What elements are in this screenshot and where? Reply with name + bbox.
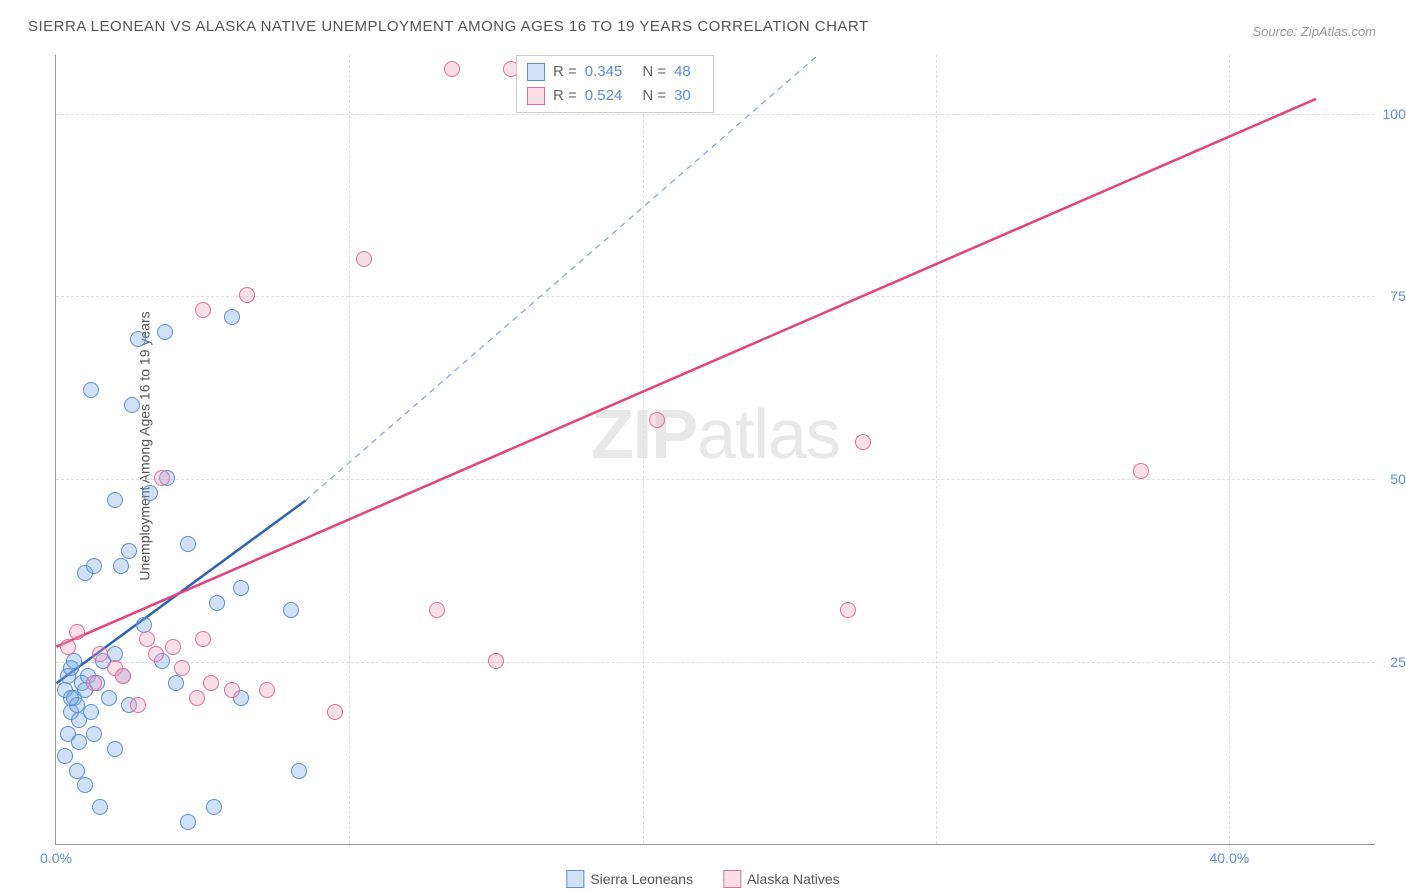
data-point xyxy=(92,646,108,662)
chart-title: SIERRA LEONEAN VS ALASKA NATIVE UNEMPLOY… xyxy=(28,18,869,35)
gridline-vertical xyxy=(349,55,350,844)
data-point xyxy=(57,748,73,764)
data-point xyxy=(649,412,665,428)
data-point xyxy=(180,536,196,552)
gridline-vertical xyxy=(936,55,937,844)
x-tick-label: 40.0% xyxy=(1209,850,1249,866)
legend-swatch xyxy=(527,87,545,105)
data-point xyxy=(259,682,275,698)
source-attribution: Source: ZipAtlas.com xyxy=(1252,24,1376,39)
data-point xyxy=(113,558,129,574)
data-point xyxy=(165,639,181,655)
data-point xyxy=(86,675,102,691)
data-point xyxy=(224,682,240,698)
data-point xyxy=(86,558,102,574)
legend-swatch xyxy=(723,870,741,888)
data-point xyxy=(283,602,299,618)
data-point xyxy=(157,324,173,340)
data-point xyxy=(86,726,102,742)
data-point xyxy=(855,434,871,450)
data-point xyxy=(60,639,76,655)
data-point xyxy=(130,697,146,713)
data-point xyxy=(124,397,140,413)
data-point xyxy=(92,799,108,815)
legend-swatch xyxy=(527,63,545,81)
data-point xyxy=(206,799,222,815)
data-point xyxy=(66,653,82,669)
data-point xyxy=(154,470,170,486)
data-point xyxy=(488,653,504,669)
data-point xyxy=(148,646,164,662)
data-point xyxy=(189,690,205,706)
plot-area: ZIPatlas 25.0%50.0%75.0%100.0%0.0%40.0% … xyxy=(55,55,1375,845)
data-point xyxy=(239,287,255,303)
watermark-atlas: atlas xyxy=(697,395,840,473)
data-point xyxy=(224,309,240,325)
n-value: 30 xyxy=(674,84,691,108)
data-point xyxy=(107,741,123,757)
series-legend: Sierra Leoneans Alaska Natives xyxy=(566,870,839,888)
data-point xyxy=(121,543,137,559)
stats-legend-row: R = 0.345 N = 48 xyxy=(527,60,703,84)
x-tick-label: 0.0% xyxy=(40,850,72,866)
y-tick-label: 75.0% xyxy=(1390,288,1406,304)
trend-lines xyxy=(56,55,1375,844)
data-point xyxy=(142,485,158,501)
r-value: 0.345 xyxy=(585,60,623,84)
data-point xyxy=(77,777,93,793)
y-tick-label: 25.0% xyxy=(1390,654,1406,670)
n-label: N = xyxy=(642,60,666,84)
r-value: 0.524 xyxy=(585,84,623,108)
n-value: 48 xyxy=(674,60,691,84)
y-tick-label: 100.0% xyxy=(1383,106,1406,122)
data-point xyxy=(136,617,152,633)
data-point xyxy=(168,675,184,691)
data-point xyxy=(174,660,190,676)
gridline-horizontal xyxy=(56,662,1375,663)
legend-swatch xyxy=(566,870,584,888)
data-point xyxy=(107,492,123,508)
watermark-zip: ZIP xyxy=(591,395,697,473)
legend-label: Sierra Leoneans xyxy=(590,871,693,887)
r-label: R = xyxy=(553,84,577,108)
r-label: R = xyxy=(553,60,577,84)
n-label: N = xyxy=(642,84,666,108)
y-tick-label: 50.0% xyxy=(1390,471,1406,487)
data-point xyxy=(71,734,87,750)
data-point xyxy=(115,668,131,684)
data-point xyxy=(840,602,856,618)
data-point xyxy=(139,631,155,647)
data-point xyxy=(195,631,211,647)
gridline-vertical xyxy=(643,55,644,844)
data-point xyxy=(209,595,225,611)
legend-item: Sierra Leoneans xyxy=(566,870,693,888)
gridline-horizontal xyxy=(56,114,1375,115)
gridline-vertical xyxy=(1229,55,1230,844)
data-point xyxy=(327,704,343,720)
stats-legend: R = 0.345 N = 48 R = 0.524 N = 30 xyxy=(516,55,714,113)
watermark: ZIPatlas xyxy=(591,394,840,474)
data-point xyxy=(107,646,123,662)
gridline-horizontal xyxy=(56,479,1375,480)
data-point xyxy=(130,331,146,347)
data-point xyxy=(63,690,79,706)
data-point xyxy=(291,763,307,779)
data-point xyxy=(195,302,211,318)
data-point xyxy=(429,602,445,618)
data-point xyxy=(1133,463,1149,479)
legend-label: Alaska Natives xyxy=(747,871,840,887)
data-point xyxy=(356,251,372,267)
data-point xyxy=(69,763,85,779)
data-point xyxy=(444,61,460,77)
data-point xyxy=(101,690,117,706)
stats-legend-row: R = 0.524 N = 30 xyxy=(527,84,703,108)
data-point xyxy=(180,814,196,830)
data-point xyxy=(83,704,99,720)
data-point xyxy=(83,382,99,398)
data-point xyxy=(69,624,85,640)
data-point xyxy=(233,580,249,596)
legend-item: Alaska Natives xyxy=(723,870,840,888)
data-point xyxy=(203,675,219,691)
